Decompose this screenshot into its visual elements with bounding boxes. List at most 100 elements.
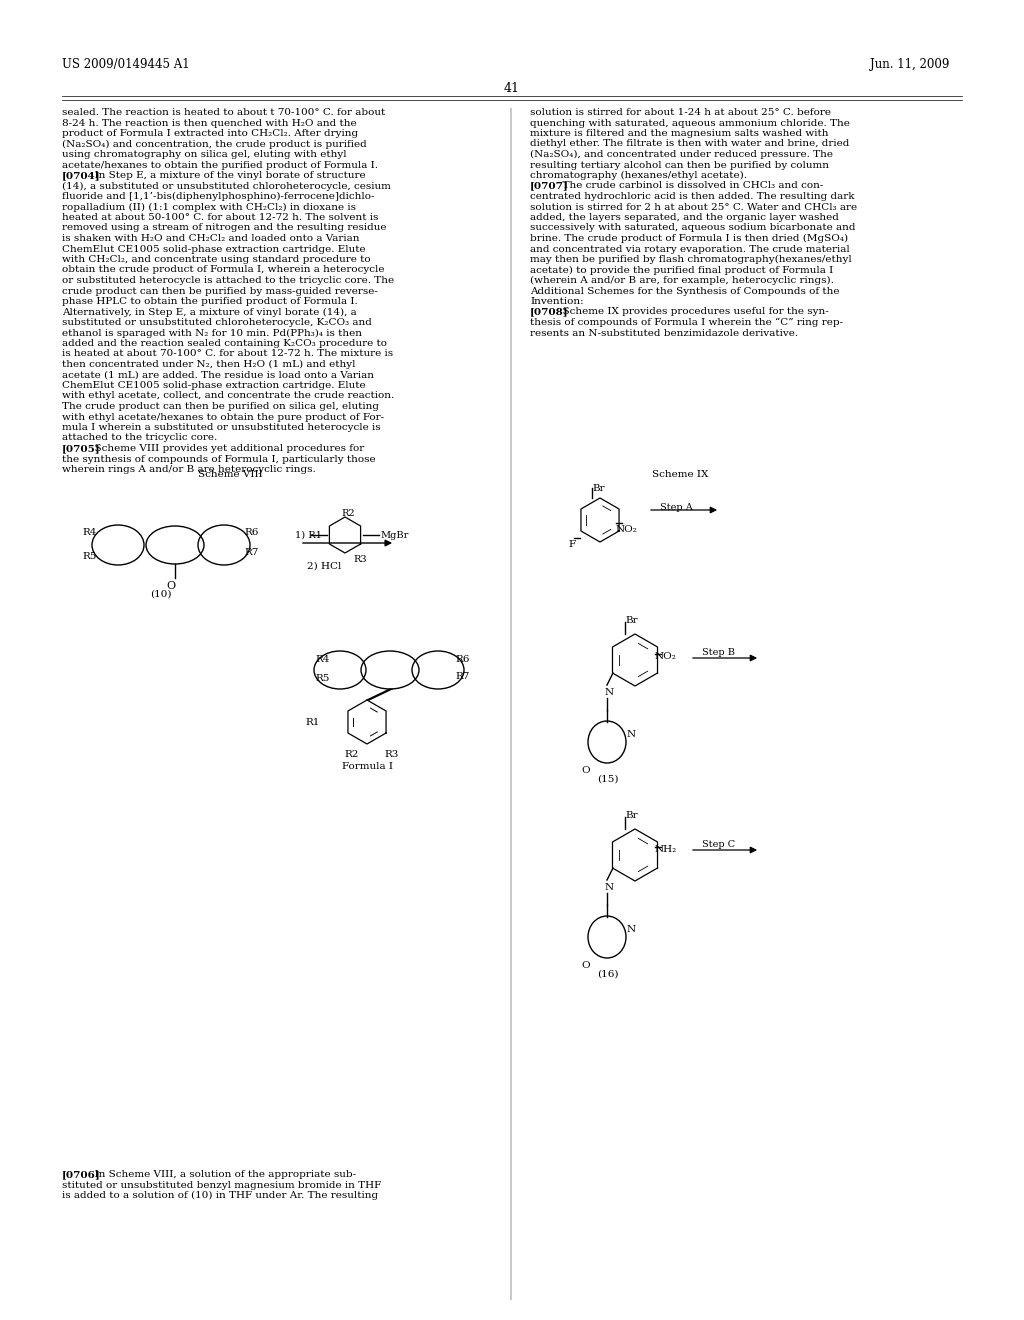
Text: (10): (10) — [151, 590, 172, 599]
Text: ropalladium (II) (1:1 complex with CH₂Cl₂) in dioxane is: ropalladium (II) (1:1 complex with CH₂Cl… — [62, 202, 356, 211]
Text: (14), a substituted or unsubstituted chloroheterocycle, cesium: (14), a substituted or unsubstituted chl… — [62, 181, 391, 190]
Text: O: O — [581, 961, 590, 970]
Text: solution is stirred for 2 h at about 25° C. Water and CHCl₃ are: solution is stirred for 2 h at about 25°… — [530, 202, 857, 211]
Text: The crude carbinol is dissolved in CHCl₃ and con-: The crude carbinol is dissolved in CHCl₃… — [556, 181, 823, 190]
Text: chromatography (hexanes/ethyl acetate).: chromatography (hexanes/ethyl acetate). — [530, 172, 746, 180]
Text: and concentrated via rotary evaporation. The crude material: and concentrated via rotary evaporation.… — [530, 244, 850, 253]
Text: diethyl ether. The filtrate is then with water and brine, dried: diethyl ether. The filtrate is then with… — [530, 140, 849, 149]
Text: 41: 41 — [504, 82, 520, 95]
Text: acetate/hexanes to obtain the purified product of Formula I.: acetate/hexanes to obtain the purified p… — [62, 161, 378, 169]
Text: (wherein A and/or B are, for example, heterocyclic rings).: (wherein A and/or B are, for example, he… — [530, 276, 834, 285]
Text: Scheme VIII: Scheme VIII — [198, 470, 262, 479]
Text: N: N — [627, 925, 636, 935]
Text: using chromatography on silica gel, eluting with ethyl: using chromatography on silica gel, elut… — [62, 150, 347, 158]
Text: removed using a stream of nitrogen and the resulting residue: removed using a stream of nitrogen and t… — [62, 223, 386, 232]
Text: resulting tertiary alcohol can then be purified by column: resulting tertiary alcohol can then be p… — [530, 161, 829, 169]
Text: In Scheme VIII, a solution of the appropriate sub-: In Scheme VIII, a solution of the approp… — [88, 1170, 356, 1179]
Text: thesis of compounds of Formula I wherein the “C” ring rep-: thesis of compounds of Formula I wherein… — [530, 318, 843, 327]
Text: quenching with saturated, aqueous ammonium chloride. The: quenching with saturated, aqueous ammoni… — [530, 119, 850, 128]
Text: Br: Br — [625, 810, 638, 820]
Text: (Na₂SO₄), and concentrated under reduced pressure. The: (Na₂SO₄), and concentrated under reduced… — [530, 150, 833, 160]
Text: R6: R6 — [244, 528, 258, 537]
Text: with ethyl acetate, collect, and concentrate the crude reaction.: with ethyl acetate, collect, and concent… — [62, 392, 394, 400]
Text: acetate (1 mL) are added. The residue is load onto a Varian: acetate (1 mL) are added. The residue is… — [62, 371, 374, 380]
Text: Br: Br — [625, 616, 638, 624]
Text: [0704]: [0704] — [62, 172, 100, 180]
Text: R3: R3 — [384, 750, 398, 759]
Text: R5: R5 — [315, 675, 330, 682]
Text: N: N — [627, 730, 636, 739]
Text: Scheme IX provides procedures useful for the syn-: Scheme IX provides procedures useful for… — [556, 308, 828, 317]
Text: The crude product can then be purified on silica gel, eluting: The crude product can then be purified o… — [62, 403, 379, 411]
Text: is added to a solution of (10) in THF under Ar. The resulting: is added to a solution of (10) in THF un… — [62, 1191, 378, 1200]
Text: NH₂: NH₂ — [655, 845, 677, 854]
Text: Formula I: Formula I — [342, 762, 393, 771]
Text: attached to the tricyclic core.: attached to the tricyclic core. — [62, 433, 217, 442]
Text: is shaken with H₂O and CH₂Cl₂ and loaded onto a Varian: is shaken with H₂O and CH₂Cl₂ and loaded… — [62, 234, 359, 243]
Text: solution is stirred for about 1-24 h at about 25° C. before: solution is stirred for about 1-24 h at … — [530, 108, 831, 117]
Text: crude product can then be purified by mass-guided reverse-: crude product can then be purified by ma… — [62, 286, 378, 296]
Text: mula I wherein a substituted or unsubstituted heterocycle is: mula I wherein a substituted or unsubsti… — [62, 422, 381, 432]
Text: R2: R2 — [344, 750, 358, 759]
Text: Step A: Step A — [660, 503, 693, 512]
Text: R7: R7 — [455, 672, 469, 681]
Text: acetate) to provide the purified final product of Formula I: acetate) to provide the purified final p… — [530, 265, 834, 275]
Text: centrated hydrochloric acid is then added. The resulting dark: centrated hydrochloric acid is then adde… — [530, 191, 854, 201]
Text: (16): (16) — [597, 970, 618, 979]
Text: R2: R2 — [341, 510, 354, 517]
Text: R4: R4 — [315, 655, 330, 664]
Text: with ethyl acetate/hexanes to obtain the pure product of For-: with ethyl acetate/hexanes to obtain the… — [62, 412, 384, 421]
Text: mixture is filtered and the magnesium salts washed with: mixture is filtered and the magnesium sa… — [530, 129, 828, 139]
Text: ChemElut CE1005 solid-phase extraction cartridge. Elute: ChemElut CE1005 solid-phase extraction c… — [62, 381, 366, 389]
Text: R7: R7 — [244, 548, 258, 557]
Text: substituted or unsubstituted chloroheterocycle, K₂CO₃ and: substituted or unsubstituted chloroheter… — [62, 318, 372, 327]
Text: R4: R4 — [82, 528, 96, 537]
Text: [0705]: [0705] — [62, 444, 100, 453]
Text: wherein rings A and/or B are heterocyclic rings.: wherein rings A and/or B are heterocycli… — [62, 465, 315, 474]
Text: Invention:: Invention: — [530, 297, 584, 306]
Text: R6: R6 — [455, 655, 469, 664]
Text: phase HPLC to obtain the purified product of Formula I.: phase HPLC to obtain the purified produc… — [62, 297, 357, 306]
Text: Scheme VIII provides yet additional procedures for: Scheme VIII provides yet additional proc… — [88, 444, 365, 453]
Text: In Step E, a mixture of the vinyl borate of structure: In Step E, a mixture of the vinyl borate… — [88, 172, 366, 180]
Text: R1: R1 — [305, 718, 319, 727]
Text: stituted or unsubstituted benzyl magnesium bromide in THF: stituted or unsubstituted benzyl magnesi… — [62, 1180, 381, 1189]
Text: sealed. The reaction is heated to about t 70-100° C. for about: sealed. The reaction is heated to about … — [62, 108, 385, 117]
Text: Jun. 11, 2009: Jun. 11, 2009 — [870, 58, 949, 71]
Text: 8-24 h. The reaction is then quenched with H₂O and the: 8-24 h. The reaction is then quenched wi… — [62, 119, 356, 128]
Text: is heated at about 70-100° C. for about 12-72 h. The mixture is: is heated at about 70-100° C. for about … — [62, 350, 393, 359]
Text: product of Formula I extracted into CH₂Cl₂. After drying: product of Formula I extracted into CH₂C… — [62, 129, 358, 139]
Text: F: F — [568, 540, 575, 549]
Text: ChemElut CE1005 solid-phase extraction cartridge. Elute: ChemElut CE1005 solid-phase extraction c… — [62, 244, 366, 253]
Text: [0708]: [0708] — [530, 308, 568, 317]
Text: or substituted heterocycle is attached to the tricyclic core. The: or substituted heterocycle is attached t… — [62, 276, 394, 285]
Text: Step B: Step B — [702, 648, 735, 657]
Text: 1) R1: 1) R1 — [295, 531, 322, 540]
Text: heated at about 50-100° C. for about 12-72 h. The solvent is: heated at about 50-100° C. for about 12-… — [62, 213, 379, 222]
Text: fluoride and [1,1’-bis(diphenylphosphino)-ferrocene]dichlo-: fluoride and [1,1’-bis(diphenylphosphino… — [62, 191, 375, 201]
Text: then concentrated under N₂, then H₂O (1 mL) and ethyl: then concentrated under N₂, then H₂O (1 … — [62, 360, 355, 370]
Text: Additional Schemes for the Synthesis of Compounds of the: Additional Schemes for the Synthesis of … — [530, 286, 840, 296]
Text: Br: Br — [592, 484, 604, 492]
Text: with CH₂Cl₂, and concentrate using standard procedure to: with CH₂Cl₂, and concentrate using stand… — [62, 255, 371, 264]
Text: O: O — [581, 766, 590, 775]
Text: R3: R3 — [353, 554, 367, 564]
Text: (Na₂SO₄) and concentration, the crude product is purified: (Na₂SO₄) and concentration, the crude pr… — [62, 140, 367, 149]
Text: O: O — [167, 581, 175, 591]
Text: NO₂: NO₂ — [616, 525, 638, 535]
Text: Scheme IX: Scheme IX — [652, 470, 709, 479]
Text: (15): (15) — [597, 775, 618, 784]
Text: R5: R5 — [82, 552, 96, 561]
Text: Step C: Step C — [702, 840, 735, 849]
Text: obtain the crude product of Formula I, wherein a heterocycle: obtain the crude product of Formula I, w… — [62, 265, 384, 275]
Text: brine. The crude product of Formula I is then dried (MgSO₄): brine. The crude product of Formula I is… — [530, 234, 848, 243]
Text: successively with saturated, aqueous sodium bicarbonate and: successively with saturated, aqueous sod… — [530, 223, 855, 232]
Text: may then be purified by flash chromatography(hexanes/ethyl: may then be purified by flash chromatogr… — [530, 255, 852, 264]
Text: NO₂: NO₂ — [655, 652, 677, 661]
Text: US 2009/0149445 A1: US 2009/0149445 A1 — [62, 58, 189, 71]
Text: Alternatively, in Step E, a mixture of vinyl borate (14), a: Alternatively, in Step E, a mixture of v… — [62, 308, 356, 317]
Text: ethanol is sparaged with N₂ for 10 min. Pd(PPh₃)₄ is then: ethanol is sparaged with N₂ for 10 min. … — [62, 329, 362, 338]
Text: N: N — [605, 883, 614, 892]
Text: 2) HCl: 2) HCl — [307, 562, 341, 572]
Text: added, the layers separated, and the organic layer washed: added, the layers separated, and the org… — [530, 213, 839, 222]
